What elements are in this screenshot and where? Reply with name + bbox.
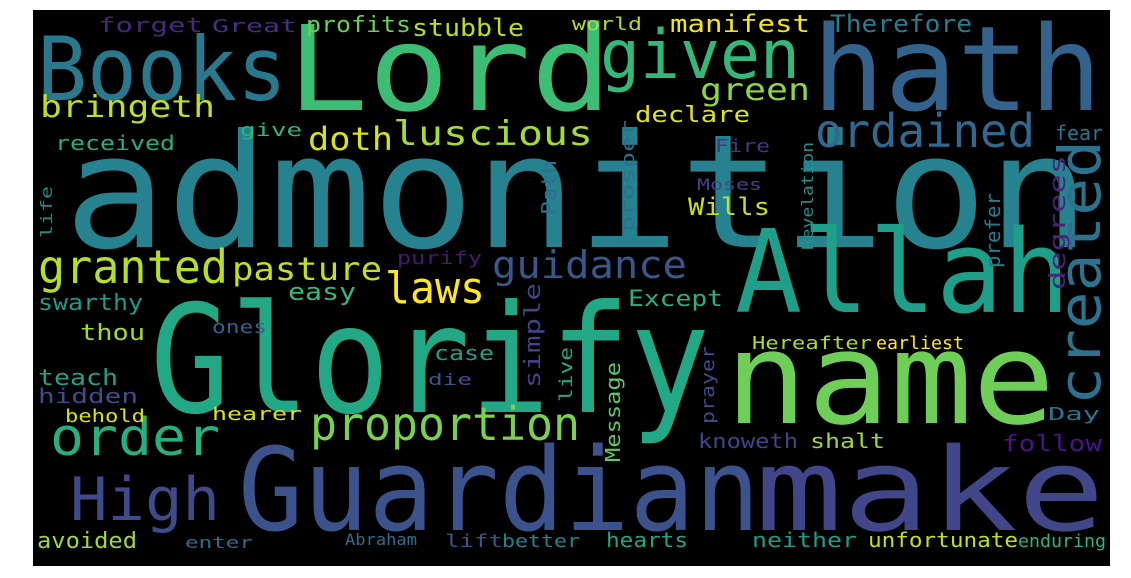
word-hath: hath (812, 0, 1102, 138)
word-guidance: guidance (492, 243, 687, 287)
word-day: Day (1048, 404, 1100, 425)
word-world: world (572, 14, 642, 35)
word-luscious: luscious (393, 114, 593, 154)
word-given: given (600, 16, 800, 95)
word-profits: profits (306, 13, 411, 38)
word-cloud-background (33, 10, 1110, 566)
word-books: Books (37, 18, 287, 121)
word-case: case (434, 341, 494, 365)
word-granted: granted (38, 240, 228, 294)
word-forget: forget (98, 13, 203, 37)
word-simple: simple (521, 283, 546, 388)
word-great: Great (212, 16, 297, 37)
word-easy: easy (288, 278, 356, 306)
word-life: life (37, 186, 56, 238)
word-better: better (502, 531, 580, 552)
word-enter: enter (185, 533, 254, 552)
word-ones: ones (212, 317, 267, 338)
word-lord: Lord (287, 0, 612, 138)
word-knoweth: knoweth (698, 429, 798, 453)
word-neither: neither (752, 528, 857, 552)
word-name: name (725, 305, 1055, 454)
word-order: order (50, 408, 220, 468)
word-degrees: degrees (1046, 155, 1071, 290)
word-except: Except (628, 287, 723, 312)
word-hearts: hearts (606, 528, 688, 552)
word-earliest: earliest (876, 333, 964, 354)
word-behold: behold (65, 406, 145, 427)
word-prefer: prefer (981, 193, 1005, 268)
word-lift: lift (445, 531, 503, 552)
word-enduring: enduring (1018, 531, 1106, 552)
word-laws: laws (385, 263, 485, 314)
word-stubble: stubble (412, 14, 524, 42)
word-green: green (700, 73, 810, 108)
word-created: created (1046, 140, 1114, 405)
word-high: High (70, 465, 220, 535)
word-doth: doth (308, 120, 393, 158)
word-message: Message (601, 362, 625, 462)
word-received: received (55, 131, 175, 155)
word-hearer: hearer (212, 404, 302, 425)
word-declare: declare (635, 103, 750, 128)
word-manifest: manifest (670, 10, 810, 38)
word-avoided: avoided (37, 529, 137, 554)
word-bringeth: bringeth (40, 90, 215, 125)
word-follow: follow (1002, 432, 1103, 457)
word-pasture: pasture (232, 250, 382, 288)
word-fear: fear (1055, 121, 1103, 145)
word-glorify: Glorify (150, 274, 710, 448)
word-revelation: Revelation (798, 142, 817, 250)
word-wills: Wills (688, 193, 770, 221)
word-purify: purify (397, 248, 482, 269)
word-swarthy: swarthy (38, 291, 143, 316)
word-thou: thou (80, 321, 145, 346)
word-teach: teach (38, 366, 118, 391)
word-guardian: Guardian (238, 424, 760, 558)
word-admonition: admonition (64, 101, 1090, 285)
word-ordained: ordained (815, 104, 1035, 158)
word-give: give (240, 120, 302, 141)
word-path: Path (537, 160, 561, 215)
word-live: live (556, 347, 577, 402)
word-prayer: prayer (698, 346, 719, 424)
word-fire: Fire (715, 136, 770, 157)
word-make: make (755, 424, 1105, 558)
word-hereafter: Hereafter (752, 333, 872, 354)
word-therefore: Therefore (830, 10, 972, 38)
word-abraham: Abraham (345, 530, 417, 549)
word-unfortunate: unfortunate (868, 528, 1018, 552)
word-die: die (428, 370, 472, 389)
word-moses: Moses (697, 175, 762, 194)
word-proportion: proportion (310, 397, 580, 451)
word-allah: Allah (735, 206, 1070, 340)
word-hidden: hidden (38, 384, 138, 408)
word-shalt: shalt (810, 429, 885, 453)
word-prosper: prosper (618, 120, 639, 232)
